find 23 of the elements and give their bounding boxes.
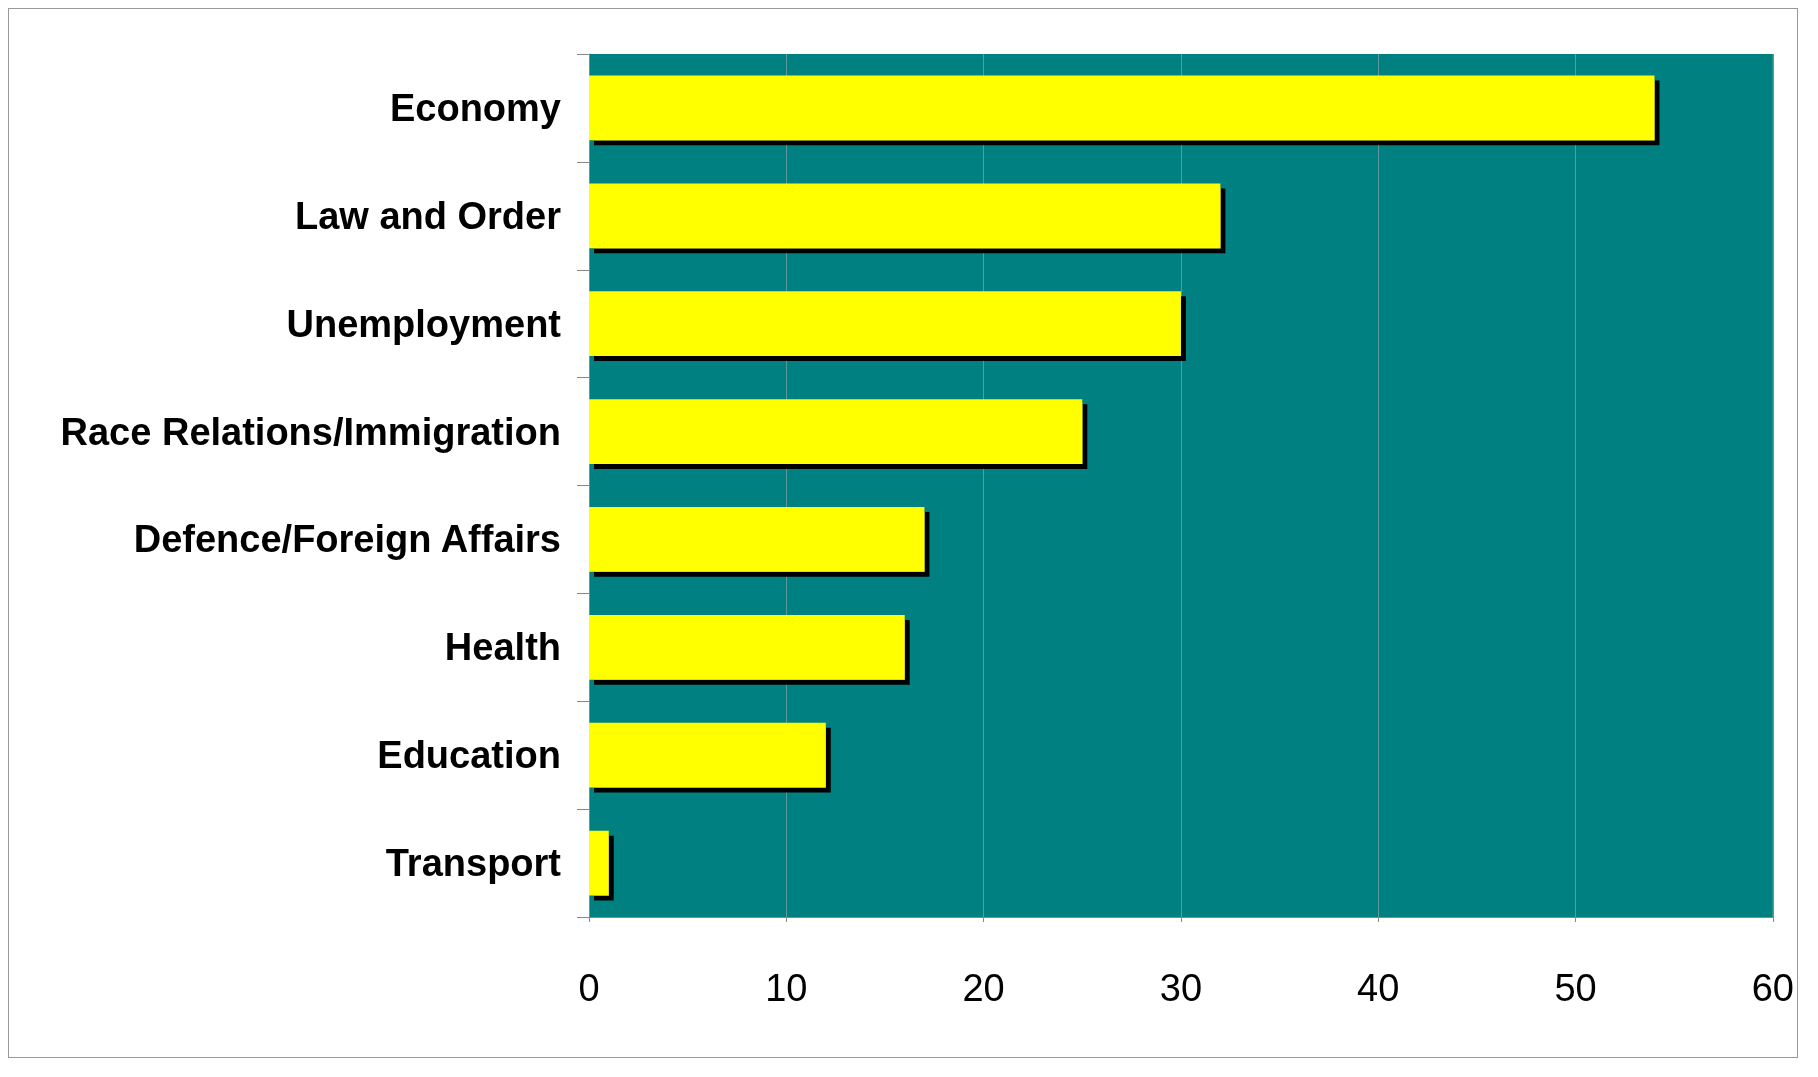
bar xyxy=(589,399,1083,464)
bar xyxy=(589,722,826,788)
y-tick-label: Law and Order xyxy=(294,194,562,237)
y-tick-label: Transport xyxy=(385,842,562,885)
bar xyxy=(589,291,1181,357)
bar xyxy=(589,507,925,572)
x-tick-label: 10 xyxy=(765,967,808,1009)
bar xyxy=(589,183,1221,249)
x-tick-label: 0 xyxy=(578,967,600,1009)
bar xyxy=(589,75,1655,141)
x-tick-label: 50 xyxy=(1554,967,1597,1009)
x-tick-label: 40 xyxy=(1357,967,1400,1009)
y-tick-label: Unemployment xyxy=(286,302,562,345)
y-tick-label: Education xyxy=(377,734,561,777)
bar xyxy=(589,830,609,896)
bar xyxy=(589,614,905,680)
y-tick-label: Health xyxy=(444,626,561,669)
x-tick-label: 20 xyxy=(962,967,1005,1009)
y-tick-label: Economy xyxy=(389,86,561,129)
y-tick-label: Race Relations/Immigration xyxy=(60,410,561,453)
y-tick-label: Defence/Foreign Affairs xyxy=(133,518,561,561)
x-tick-label: 60 xyxy=(1751,967,1795,1009)
x-tick-label: 30 xyxy=(1159,967,1203,1009)
